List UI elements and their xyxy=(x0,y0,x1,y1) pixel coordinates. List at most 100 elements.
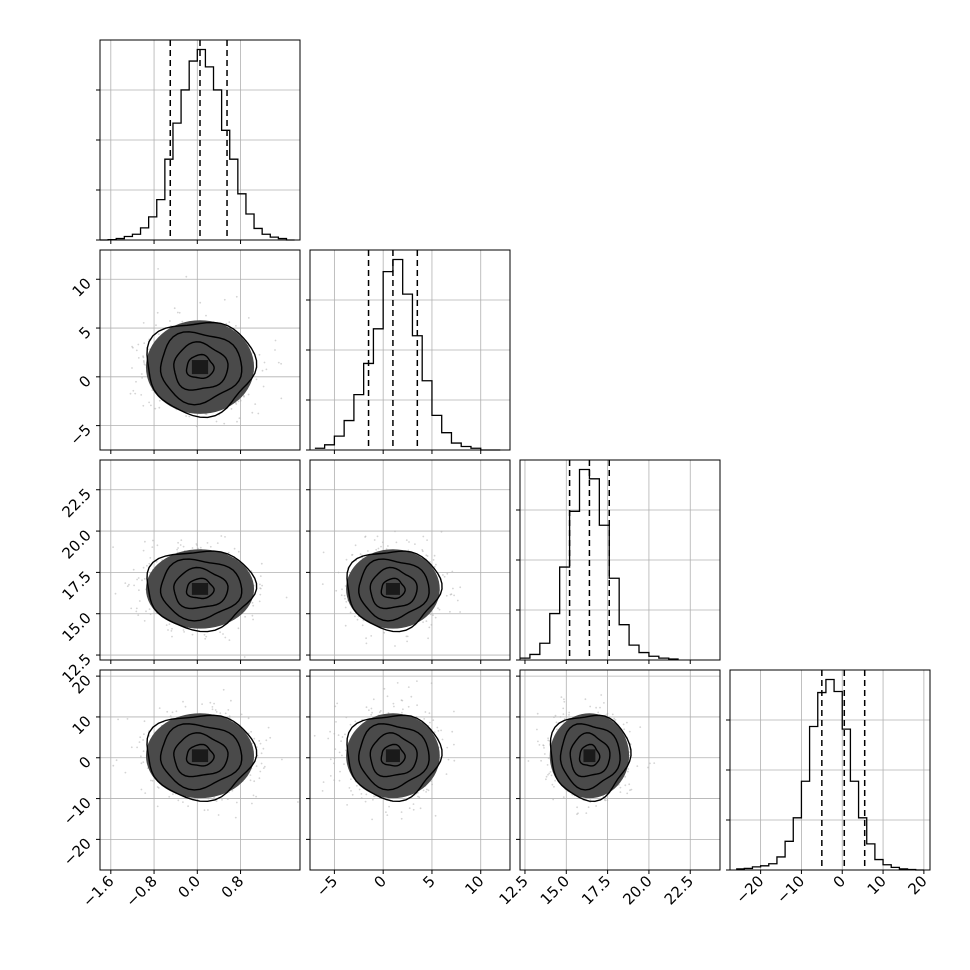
scatter-point xyxy=(209,545,212,548)
scatter-point xyxy=(345,558,348,561)
scatter-point xyxy=(562,713,565,715)
scatter-point xyxy=(158,399,161,402)
scatter-point xyxy=(182,629,185,631)
scatter-point xyxy=(211,708,214,711)
histogram-line xyxy=(100,48,295,241)
scatter-point xyxy=(258,777,261,780)
scatter-point xyxy=(148,401,150,404)
scatter-point xyxy=(394,645,396,647)
x-tick-label: 10 xyxy=(461,872,487,898)
scatter-point xyxy=(274,349,276,351)
scatter-point xyxy=(344,733,346,736)
scatter-point xyxy=(584,698,587,701)
scatter-point xyxy=(560,696,563,698)
scatter-point xyxy=(424,711,427,713)
scatter-point xyxy=(350,790,352,792)
scatter-point xyxy=(576,806,578,809)
scatter-point xyxy=(441,738,444,741)
scatter-point xyxy=(603,798,606,801)
scatter-point xyxy=(227,551,230,554)
scatter-point xyxy=(255,765,258,767)
scatter-point xyxy=(207,797,210,800)
scatter-point xyxy=(172,793,174,796)
scatter-point xyxy=(191,547,194,549)
scatter-point xyxy=(327,737,330,740)
scatter-point xyxy=(555,721,558,724)
panel-frame xyxy=(309,669,511,871)
scatter-point xyxy=(361,624,364,627)
scatter-point xyxy=(547,773,549,776)
scatter-point xyxy=(396,682,399,684)
scatter-point xyxy=(215,800,218,802)
scatter-point xyxy=(337,734,340,736)
scatter-point xyxy=(372,698,375,701)
scatter-point xyxy=(563,698,565,701)
scatter-point xyxy=(250,730,253,733)
scatter-point xyxy=(261,369,264,372)
scatter-point xyxy=(376,535,379,538)
scatter-point xyxy=(157,268,159,270)
scatter-point xyxy=(628,730,631,733)
scatter-point xyxy=(426,539,428,541)
scatter-point xyxy=(587,806,590,809)
contour-line xyxy=(369,732,418,778)
scatter-point xyxy=(168,795,171,798)
histogram-panel-2 xyxy=(516,459,721,664)
scatter-point xyxy=(429,613,432,616)
scatter-point xyxy=(140,755,142,758)
scatter-point xyxy=(329,775,332,777)
scatter-point xyxy=(228,715,231,718)
scatter-point xyxy=(430,623,433,626)
scatter-point xyxy=(344,585,347,587)
scatter-point xyxy=(230,408,233,410)
scatter-point xyxy=(426,788,428,791)
scatter-point xyxy=(134,392,137,395)
scatter-point xyxy=(445,594,448,597)
scatter-point xyxy=(322,781,325,783)
scatter-point xyxy=(258,600,261,603)
scatter-point xyxy=(354,615,356,618)
scatter-point xyxy=(126,585,129,588)
scatter-point xyxy=(180,539,183,541)
y-tick-label: 0 xyxy=(75,753,94,772)
scatter-point xyxy=(345,749,347,752)
scatter-point xyxy=(231,789,234,792)
scatter-point xyxy=(354,720,357,723)
scatter-point xyxy=(132,568,135,571)
scatter-point xyxy=(348,787,351,789)
scatter-point xyxy=(224,712,227,715)
scatter-point xyxy=(425,554,428,557)
scatter-point xyxy=(166,710,169,713)
scatter-point xyxy=(432,719,435,721)
scatter-point xyxy=(551,783,554,786)
scatter-point xyxy=(432,559,435,561)
panel-frame xyxy=(99,249,301,451)
panel-frame xyxy=(309,459,511,661)
contour-line xyxy=(578,743,601,767)
scatter-point xyxy=(130,607,133,610)
scatter-point xyxy=(233,547,236,550)
scatter-point xyxy=(254,403,257,405)
scatter-point xyxy=(459,586,462,589)
scatter-point xyxy=(334,748,337,750)
scatter-point xyxy=(209,701,212,704)
scatter-point xyxy=(262,385,265,388)
scatter-point xyxy=(356,784,358,787)
scatter-point xyxy=(251,614,254,617)
scatter-point xyxy=(354,544,357,547)
scatter-point xyxy=(449,610,451,613)
scatter-point xyxy=(364,536,366,538)
scatter-point xyxy=(176,311,179,314)
contour-line xyxy=(146,714,258,803)
contour-line xyxy=(380,577,406,600)
scatter-point xyxy=(373,795,375,798)
scatter-point xyxy=(622,723,625,726)
scatter-point xyxy=(237,627,240,630)
scatter-point xyxy=(259,742,262,745)
scatter-point xyxy=(372,798,374,801)
scatter-point xyxy=(235,801,238,804)
scatter-point xyxy=(639,726,642,728)
scatter-point xyxy=(334,705,337,708)
scatter-point xyxy=(321,790,324,792)
x-tick-label: 0.0 xyxy=(175,872,205,902)
